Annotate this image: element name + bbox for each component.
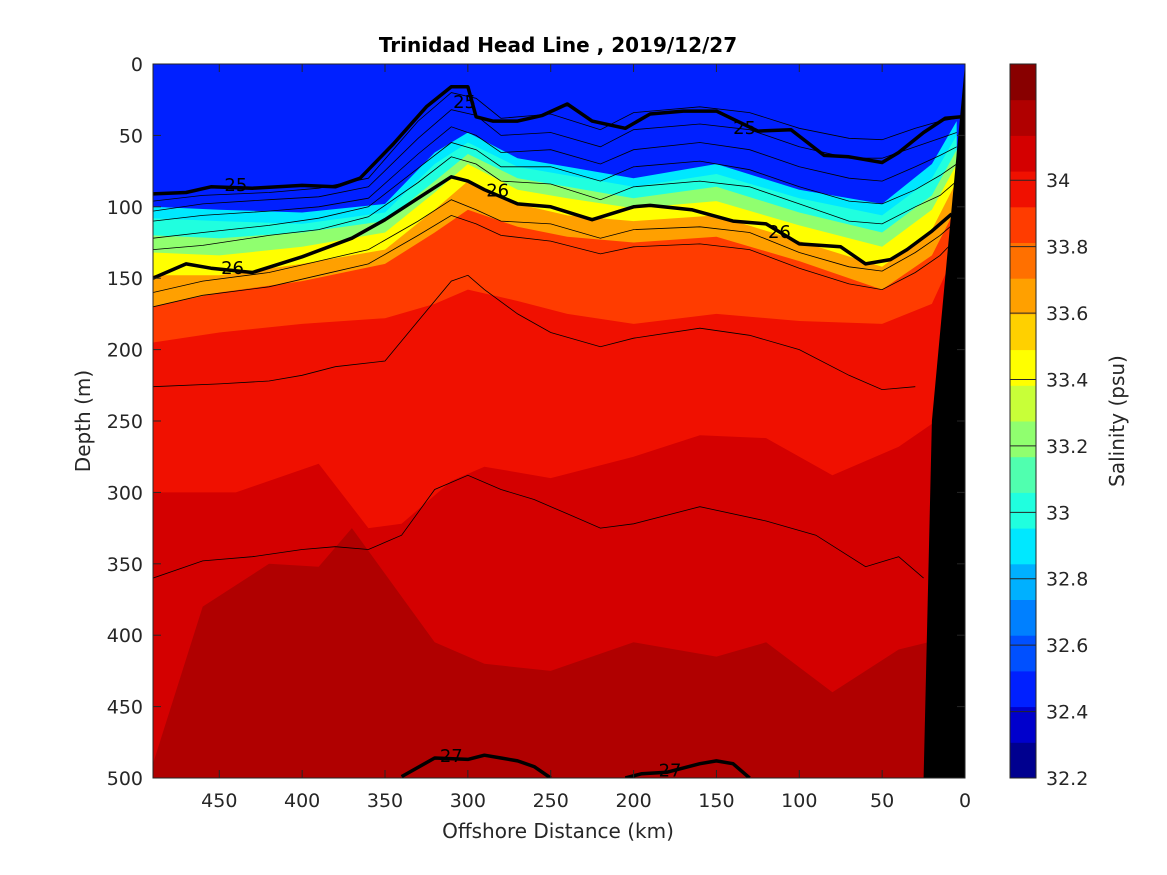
colorbar-swatch xyxy=(1010,563,1036,600)
density-contour-label: 27 xyxy=(440,746,463,767)
colorbar-swatch xyxy=(1010,349,1036,386)
colorbar-tick-label: 33 xyxy=(1046,502,1070,524)
y-tick-label: 250 xyxy=(107,411,143,433)
colorbar-tick-label: 33.2 xyxy=(1046,436,1088,458)
x-tick-label: 300 xyxy=(450,790,486,812)
colorbar-swatch xyxy=(1010,492,1036,529)
y-tick-label: 300 xyxy=(107,482,143,504)
colorbar-tick-label: 32.4 xyxy=(1046,702,1088,724)
colorbar-swatch xyxy=(1010,385,1036,422)
density-contours: 25 25 25 26 26 26 27 27 xyxy=(153,85,962,781)
density-contour-label: 25 xyxy=(733,118,756,139)
chart-title: Trinidad Head Line , 2019/12/27 xyxy=(379,33,737,57)
y-tick-label: 500 xyxy=(107,768,143,790)
colorbar-tick-label: 33.6 xyxy=(1046,303,1088,325)
land-mask xyxy=(923,64,965,778)
colorbar xyxy=(1010,64,1036,779)
colorbar-swatch xyxy=(1010,599,1036,636)
colorbar-swatch xyxy=(1010,670,1036,708)
colorbar-swatch xyxy=(1010,456,1036,493)
density-isoline xyxy=(153,199,957,293)
colorbar-tick-label: 32.2 xyxy=(1046,768,1088,790)
density-isoline xyxy=(153,142,957,239)
x-tick-label: 100 xyxy=(781,790,817,812)
colorbar-swatch xyxy=(1010,206,1036,243)
x-axis-ticks: 450 400 350 300 250 200 150 100 50 0 xyxy=(201,64,971,812)
density-contour-27 xyxy=(400,753,552,778)
colorbar-swatch xyxy=(1010,528,1036,565)
colorbar-swatch xyxy=(1010,742,1036,779)
colorbar-swatch xyxy=(1010,64,1036,101)
density-contour-label: 26 xyxy=(768,222,791,243)
density-contour-label: 25 xyxy=(453,92,476,113)
y-axis-label: Depth (m) xyxy=(71,370,95,472)
x-axis-label: Offshore Distance (km) xyxy=(442,819,674,843)
density-isoline xyxy=(153,274,916,391)
density-contour-label: 25 xyxy=(224,175,247,196)
y-tick-label: 100 xyxy=(107,197,143,219)
colorbar-tick-label: 33.8 xyxy=(1046,237,1088,259)
colorbar-swatch xyxy=(1010,99,1036,136)
colorbar-swatch xyxy=(1010,635,1036,672)
x-tick-label: 250 xyxy=(533,790,569,812)
density-contour-label: 26 xyxy=(486,181,509,202)
x-tick-label: 200 xyxy=(615,790,651,812)
colorbar-swatch xyxy=(1010,135,1036,172)
density-isoline xyxy=(153,214,957,308)
y-tick-label: 450 xyxy=(107,697,143,719)
colorbar-swatch xyxy=(1010,278,1036,315)
x-tick-label: 0 xyxy=(959,790,971,812)
colorbar-swatch xyxy=(1010,706,1036,743)
density-isoline xyxy=(153,109,957,212)
plot-area: 25 25 25 26 26 26 27 27 xyxy=(153,64,965,781)
x-tick-label: 50 xyxy=(870,790,894,812)
y-tick-label: 350 xyxy=(107,554,143,576)
x-tick-label: 400 xyxy=(284,790,320,812)
x-tick-label: 350 xyxy=(367,790,403,812)
x-tick-label: 150 xyxy=(698,790,734,812)
density-contour-label: 26 xyxy=(221,258,244,279)
density-isoline xyxy=(153,474,924,579)
y-tick-label: 50 xyxy=(119,125,143,147)
y-tick-label: 0 xyxy=(131,54,143,76)
y-tick-label: 150 xyxy=(107,268,143,290)
colorbar-tick-label: 32.8 xyxy=(1046,569,1088,591)
colorbar-label: Salinity (psu) xyxy=(1105,355,1129,487)
density-contour-25 xyxy=(153,85,962,196)
y-axis-ticks: 0 50 100 150 200 250 300 350 400 450 500 xyxy=(107,54,965,790)
density-isoline xyxy=(153,156,957,250)
salinity-band xyxy=(153,528,957,778)
colorbar-swatch xyxy=(1010,171,1036,208)
y-tick-label: 200 xyxy=(107,340,143,362)
density-contour-27 xyxy=(624,759,751,778)
density-contour-26 xyxy=(153,175,953,280)
colorbar-tick-label: 33.4 xyxy=(1046,369,1088,391)
colorbar-tick-label: 32.6 xyxy=(1046,635,1088,657)
colorbar-swatch xyxy=(1010,242,1036,279)
density-isoline xyxy=(153,126,957,222)
salinity-fill-bands xyxy=(153,64,965,778)
x-tick-label: 450 xyxy=(201,790,237,812)
colorbar-ticks: 34 33.8 33.6 33.4 33.2 33 32.8 32.6 32.4 32.2 xyxy=(1010,170,1088,790)
y-tick-label: 400 xyxy=(107,625,143,647)
colorbar-tick-label: 34 xyxy=(1046,170,1070,192)
density-contour-label: 27 xyxy=(659,760,682,781)
colorbar-swatch xyxy=(1010,421,1036,458)
colorbar-swatch xyxy=(1010,313,1036,351)
